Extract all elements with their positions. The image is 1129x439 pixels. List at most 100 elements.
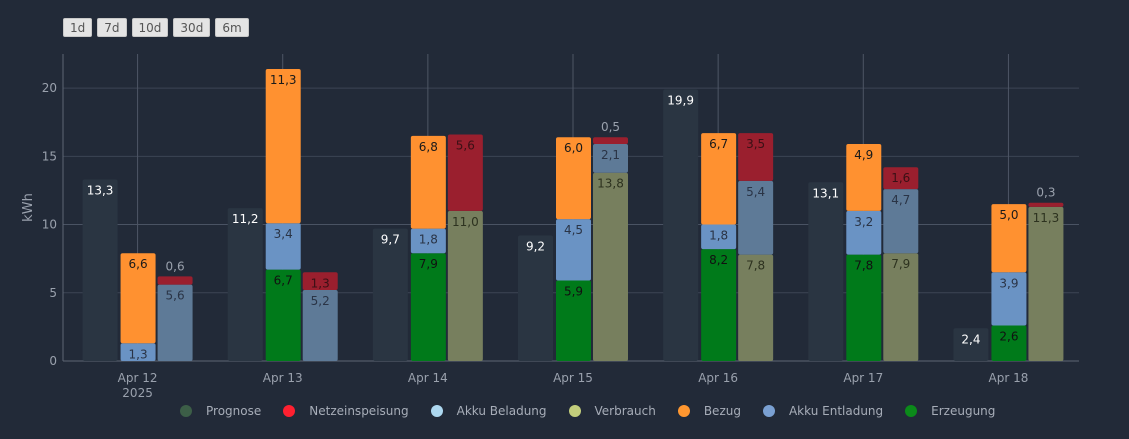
label-akku-beladung: 1,8 [709,229,728,243]
legend-label-akku-beladung: Akku Beladung [456,404,547,418]
bar-akku-entladung [883,189,919,254]
bar-verbrauch [1028,206,1064,361]
legend-item-bezug[interactable]: Bezug [677,404,741,418]
label-netzeinspeisung: 1,6 [891,171,910,185]
legend-label-netzeinspeisung: Netzeinspeisung [309,404,409,418]
label-erzeugung: 7,9 [419,257,438,271]
x-tick-label: Apr 13 [263,371,303,385]
x-tick-label: Apr 14 [408,371,448,385]
label-akku-beladung: 3,2 [854,215,873,229]
bar-akku-entladung [157,284,193,361]
bar-akku-beladung [556,219,591,281]
x-tick-label: Apr 15 [553,371,593,385]
label-prognose: 19,9 [667,93,694,107]
bar-erzeugung [846,254,882,361]
range-button-1d[interactable]: 1d [63,18,93,37]
legend-label-prognose: Prognose [206,404,262,418]
bar-prognose [663,89,699,361]
label-prognose: 9,2 [526,239,545,253]
bar-bezug [120,253,156,344]
legend-item-verbrauch[interactable]: Verbrauch [568,404,656,418]
x-tick-year-label: 2025 [122,386,153,400]
chart-legend: Prognose Netzeinspeisung Akku Beladung V… [180,404,1017,418]
label-bezug: 11,3 [270,73,297,87]
legend-item-akku-entladung[interactable]: Akku Entladung [762,404,883,418]
bar-prognose [808,182,844,361]
label-netzeinspeisung: 3,5 [746,137,765,151]
bar-verbrauch [883,253,919,361]
bar-netzeinspeisung [447,134,483,211]
bar-prognose [953,328,989,361]
y-tick-label: 10 [42,218,57,232]
label-verbrauch: 7,8 [746,259,765,273]
bar-bezug [846,144,882,211]
label-erzeugung: 2,6 [999,330,1018,344]
legend-swatch-erzeugung [905,405,918,417]
label-verbrauch: 13,8 [597,177,624,191]
x-tick-label: Apr 18 [989,371,1029,385]
y-tick-label: 20 [42,81,57,95]
label-verbrauch: 7,9 [891,257,910,271]
label-akku-beladung: 3,9 [999,276,1018,290]
label-prognose: 13,1 [812,186,839,200]
legend-item-netzeinspeisung[interactable]: Netzeinspeisung [283,404,409,418]
bar-netzeinspeisung [1028,202,1064,207]
label-verbrauch: 11,0 [452,215,479,229]
bar-verbrauch [738,254,774,361]
label-akku-beladung: 3,4 [274,227,293,241]
label-netzeinspeisung: 5,6 [456,139,475,153]
bar-prognose [372,228,408,361]
label-akku-beladung: 1,3 [129,347,148,361]
y-tick-label: 5 [49,286,57,300]
x-tick-label: Apr 17 [843,371,883,385]
bar-akku-beladung [991,272,1027,326]
range-button-30d[interactable]: 30d [173,18,211,37]
bar-prognose [518,235,553,361]
bar-akku-entladung [302,290,338,361]
range-button-7d[interactable]: 7d [97,18,127,37]
y-tick-label: 15 [42,149,57,163]
bar-bezug [701,133,737,225]
label-bezug: 5,0 [999,208,1018,222]
legend-swatch-akku-entladung [762,405,775,417]
legend-label-erzeugung: Erzeugung [931,404,996,418]
bar-akku-beladung [120,343,156,361]
range-button-6m[interactable]: 6m [215,18,249,37]
legend-item-erzeugung[interactable]: Erzeugung [905,404,995,418]
label-akku-entladung: 5,4 [746,185,765,199]
legend-item-prognose[interactable]: Prognose [180,404,261,418]
bar-bezug [556,137,591,220]
label-prognose: 13,3 [87,184,114,198]
bar-netzeinspeisung [157,276,193,285]
label-akku-entladung: 5,2 [311,294,330,308]
label-netzeinspeisung: 0,3 [1036,186,1055,200]
range-button-10d[interactable]: 10d [131,18,169,37]
label-verbrauch: 11,3 [1033,211,1060,225]
label-prognose: 2,4 [961,332,980,346]
bar-akku-beladung [265,223,301,270]
label-akku-beladung: 4,5 [564,223,583,237]
label-bezug: 6,6 [129,257,148,271]
label-akku-entladung: 2,1 [601,148,620,162]
bar-akku-entladung [593,144,628,173]
bar-bezug [410,135,446,229]
bar-verbrauch [593,172,628,361]
bar-prognose [82,179,118,361]
bar-akku-beladung [410,228,446,254]
label-erzeugung: 7,8 [854,259,873,273]
bar-netzeinspeisung [302,272,338,291]
bar-netzeinspeisung [738,133,774,181]
label-akku-entladung: 4,7 [891,193,910,207]
bar-erzeugung [556,280,591,361]
range-selector: 1d 7d 10d 30d 6m [63,18,249,37]
legend-item-akku-beladung[interactable]: Akku Beladung [430,404,547,418]
bar-erzeugung [701,249,737,361]
bar-akku-beladung [701,224,737,250]
bar-verbrauch [447,210,483,361]
bar-bezug [991,204,1027,273]
legend-swatch-netzeinspeisung [283,405,296,417]
bar-netzeinspeisung [593,137,628,145]
label-netzeinspeisung: 0,6 [166,259,185,273]
